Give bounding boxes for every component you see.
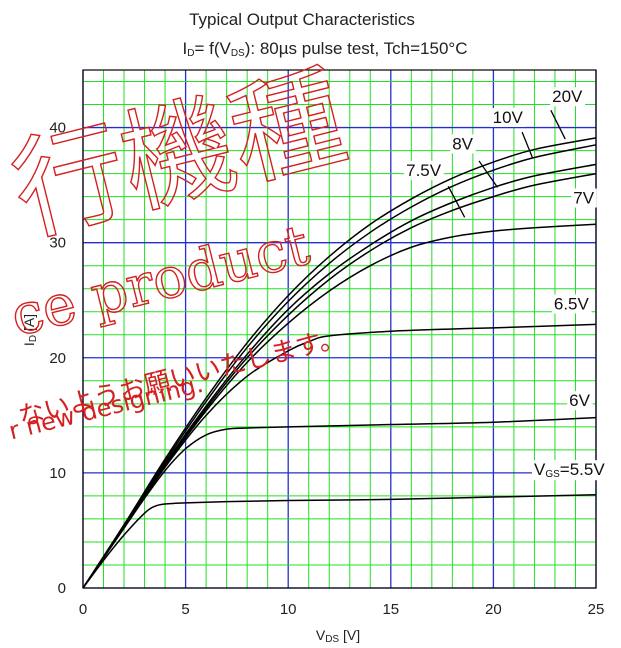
x-tick-label: 20 xyxy=(485,601,502,618)
curve-label-8v-bg xyxy=(450,134,476,154)
curve-label-20v: 20V xyxy=(552,87,583,106)
curve-label-10v: 10V xyxy=(493,108,524,127)
curve-label-10v-bg xyxy=(490,107,526,127)
y-axis-label: ID [A] xyxy=(21,314,39,346)
curve-label-6v: 6V xyxy=(569,391,590,410)
series-line-20v xyxy=(82,137,597,589)
curve-label-6.5v-bg xyxy=(551,294,592,314)
curve-label-20v-bg xyxy=(550,87,586,107)
curve-label-7.5v: 7.5V xyxy=(406,161,442,180)
y-tick-label: 20 xyxy=(49,350,66,367)
x-tick-label: 0 xyxy=(79,601,87,618)
x-tick-label: 10 xyxy=(280,601,297,618)
curves xyxy=(82,137,597,589)
chart-title-line2: ID= f(VDS): 80µs pulse test, Tch=150°C xyxy=(182,39,467,59)
y-tick-label: 10 xyxy=(49,465,66,482)
series-line-8v xyxy=(82,163,597,589)
x-tick-label: 5 xyxy=(181,601,189,618)
curve-label-vgs5.5v-bg xyxy=(531,460,608,481)
curve-label-7.5v-leader xyxy=(447,185,466,218)
curve-label-6v-bg xyxy=(567,391,593,411)
curve-label-20v-leader xyxy=(550,109,566,140)
y-tick-label: 0 xyxy=(58,580,66,597)
curve-label-7v: 7V xyxy=(573,189,594,208)
tick-labels: 0 5 10 15 20 25 0 10 20 30 40 xyxy=(49,120,604,618)
x-tick-label: 15 xyxy=(382,601,399,618)
curve-labels: VGS=5.5V 6V 6.5V 7V 7.5V 8V 10V 20V xyxy=(404,87,608,481)
plot-frame xyxy=(82,69,597,589)
y-tick-label: 30 xyxy=(49,235,66,252)
curve-label-8v: 8V xyxy=(452,134,473,153)
y-tick-label: 40 xyxy=(49,120,66,137)
series-line-vgs5.5v xyxy=(82,494,597,589)
curve-label-10v-leader xyxy=(521,131,533,158)
curve-label-7v-bg xyxy=(571,188,597,208)
curve-label-7.5v-bg xyxy=(404,160,444,180)
x-tick-label: 25 xyxy=(588,601,605,618)
chart-title-line1: Typical Output Characteristics xyxy=(189,10,415,29)
x-axis-label: VDS [V] xyxy=(316,627,360,645)
curve-label-8v-leader xyxy=(478,160,499,188)
series-line-10v xyxy=(82,144,597,589)
curve-label-6.5v: 6.5V xyxy=(554,294,590,313)
curve-label-vgs5.5v: VGS=5.5V xyxy=(534,460,605,480)
